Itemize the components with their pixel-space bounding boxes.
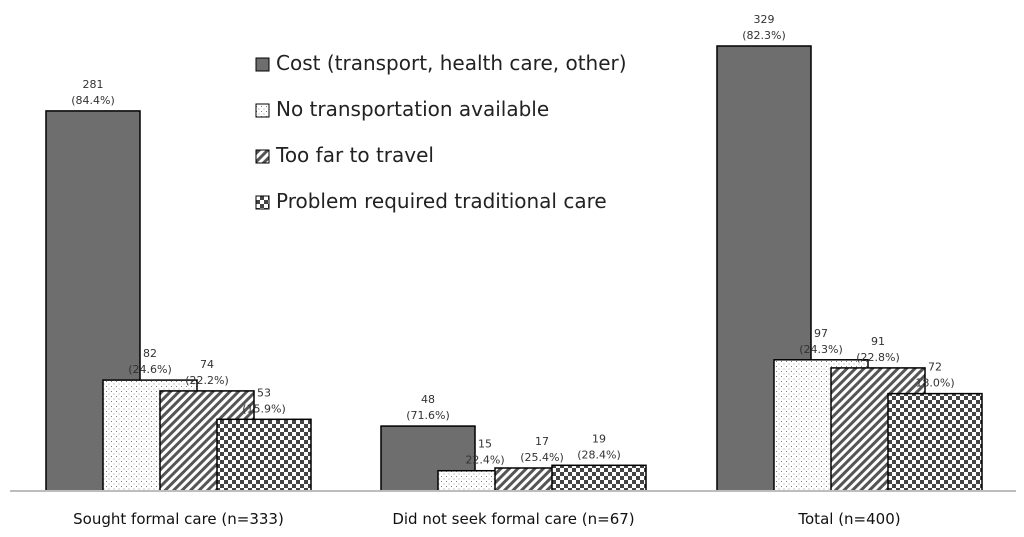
legend: Cost (transport, health care, other) No t… (255, 51, 627, 213)
percent-label: (82.3%) (742, 29, 786, 42)
legend-swatch-problem-required-traditional-care (255, 195, 270, 210)
value-label: 48 (421, 393, 435, 406)
percent-label: (15.9%) (242, 402, 286, 415)
category-label-1: Sought formal care (n=333) (73, 510, 284, 528)
value-label: 53 (257, 386, 271, 399)
category-labels-layer: Sought formal care (n=333) Did not seek f… (73, 510, 900, 528)
legend-swatch-no-transportation-available (255, 103, 270, 118)
value-label: 329 (754, 13, 775, 26)
percent-label: (24.3%) (799, 343, 843, 356)
legend-label-problem-required-traditional-care: Problem required traditional care (276, 189, 607, 213)
percent-label: (28.4%) (577, 448, 621, 461)
value-labels-layer: 281 (84.4%) 82 (24.6%) 74 (22.2%) 53 (15.9%) 48 (… (71, 13, 954, 467)
percent-label: (25.4%) (520, 451, 564, 464)
value-label: 72 (928, 361, 942, 374)
percent-label: (22.8%) (856, 351, 900, 364)
bar-problem-required-traditional-care-1 (216, 418, 312, 492)
percent-label: (84.4%) (71, 94, 115, 107)
legend-label-too-far-to-travel: Too far to travel (275, 143, 434, 167)
value-label: 97 (814, 327, 828, 340)
value-label: 82 (143, 347, 157, 360)
bars-layer (45, 45, 983, 492)
percent-label: (24.6%) (128, 363, 172, 376)
bar-problem-required-traditional-care-3 (887, 392, 983, 492)
value-label: 74 (200, 358, 214, 371)
percent-label: 22.4%) (465, 454, 504, 467)
value-label: 91 (871, 335, 885, 348)
percent-label: (22.2%) (185, 374, 229, 387)
legend-swatch-too-far-to-travel (255, 149, 270, 164)
category-label-2: Did not seek formal care (n=67) (392, 510, 634, 528)
legend-label-cost-transport-health-care-other: Cost (transport, health care, other) (276, 51, 627, 75)
value-label: 281 (83, 78, 104, 91)
bar-problem-required-traditional-care-2 (551, 464, 647, 492)
legend-label-no-transportation-available: No transportation available (276, 97, 549, 121)
percent-label: (71.6%) (406, 409, 450, 422)
value-label: 19 (592, 432, 606, 445)
percent-label: 18.0%) (915, 377, 954, 390)
category-label-3: Total (n=400) (797, 510, 900, 528)
value-label: 15 (478, 438, 492, 451)
value-label: 17 (535, 435, 549, 448)
legend-swatch-cost-transport-health-care-other (255, 57, 270, 72)
